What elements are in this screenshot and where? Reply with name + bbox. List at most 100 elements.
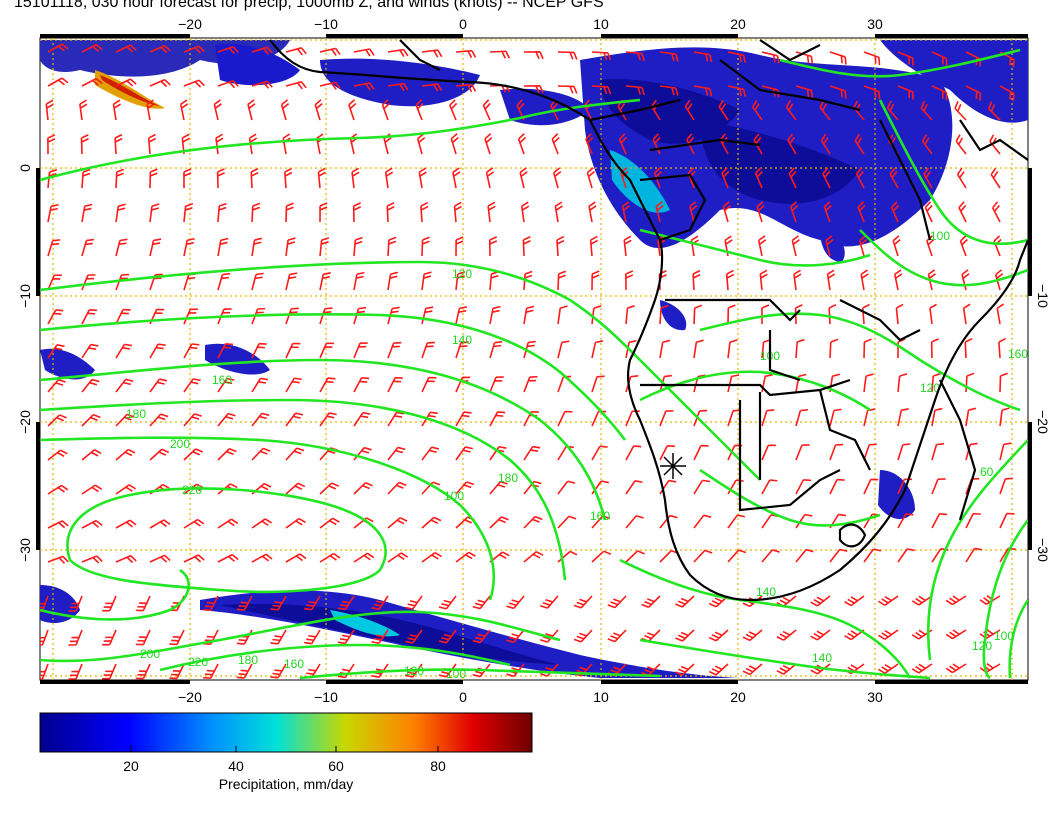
colorbar-tick-label: 40 bbox=[228, 758, 244, 774]
wind-barb bbox=[455, 341, 469, 359]
wind-barb bbox=[81, 413, 101, 427]
wind-barb bbox=[421, 376, 437, 393]
wind-barb bbox=[216, 168, 225, 189]
wind-barb bbox=[270, 663, 287, 679]
wind-barb bbox=[523, 445, 541, 461]
wind-barb bbox=[693, 479, 711, 495]
wind-barb bbox=[931, 442, 945, 461]
contour-label: 100 bbox=[444, 489, 464, 503]
lat-tick: −30 bbox=[1035, 538, 1051, 562]
wind-barb bbox=[979, 629, 1001, 639]
wind-barb bbox=[102, 595, 117, 612]
wind-barb bbox=[897, 513, 914, 529]
wind-barb bbox=[81, 449, 102, 461]
wind-barb bbox=[47, 449, 68, 461]
wind-barb bbox=[47, 203, 59, 223]
wind-barb bbox=[149, 168, 158, 189]
wind-barb bbox=[591, 550, 612, 563]
wind-barb bbox=[761, 444, 776, 461]
contour-label: 120 bbox=[972, 639, 992, 653]
wind-barb bbox=[489, 480, 508, 495]
wind-barb bbox=[47, 414, 67, 427]
wind-barb bbox=[489, 516, 509, 529]
wind-barb bbox=[314, 99, 323, 121]
wind-barb bbox=[387, 516, 408, 529]
wind-barb bbox=[147, 133, 157, 155]
wind-barb bbox=[47, 309, 64, 325]
wind-barb bbox=[319, 377, 336, 393]
wind-barb bbox=[999, 372, 1008, 393]
wind-barb bbox=[47, 379, 66, 393]
wind-barb bbox=[489, 340, 503, 359]
wind-barb bbox=[506, 595, 525, 610]
wind-barb bbox=[353, 48, 375, 57]
wind-barb bbox=[795, 444, 810, 461]
lat-tick: −10 bbox=[17, 284, 33, 308]
wind-barb bbox=[352, 202, 362, 223]
wind-barb bbox=[489, 50, 511, 59]
wind-barb bbox=[965, 372, 975, 393]
wind-barb bbox=[217, 237, 229, 257]
wind-barb bbox=[455, 551, 476, 563]
wind-barb bbox=[621, 201, 631, 223]
wind-barb bbox=[520, 201, 530, 223]
wind-barb bbox=[115, 203, 126, 223]
wind-barb bbox=[102, 663, 117, 680]
wind-barb bbox=[319, 482, 339, 495]
wind-barb bbox=[489, 411, 506, 427]
wind-barb bbox=[438, 629, 457, 644]
colorbar bbox=[39, 712, 533, 753]
wind-barb bbox=[183, 308, 198, 325]
wind-barb bbox=[810, 595, 831, 607]
wind-barb bbox=[251, 237, 263, 257]
wind-barb bbox=[727, 514, 746, 529]
wind-barb bbox=[618, 133, 627, 155]
wind-barb bbox=[489, 305, 501, 325]
contour-label: 120 bbox=[452, 267, 472, 281]
wind-barb bbox=[757, 235, 767, 257]
wind-barb bbox=[795, 479, 812, 495]
wind-barb bbox=[810, 629, 831, 641]
wind-barb bbox=[641, 595, 661, 609]
wind-barb bbox=[897, 408, 909, 427]
wind-barb bbox=[135, 595, 151, 612]
coastlines bbox=[269, 39, 1028, 602]
wind-barb bbox=[285, 412, 304, 427]
wind-barb bbox=[251, 342, 267, 359]
wind-barb bbox=[285, 47, 307, 56]
wind-barb bbox=[421, 236, 430, 257]
contour-label: 160 bbox=[1008, 347, 1028, 361]
wind-barb bbox=[878, 595, 899, 606]
wind-barb bbox=[991, 201, 1001, 223]
wind-barb bbox=[353, 552, 375, 563]
lon-tick: 0 bbox=[459, 16, 467, 32]
wind-barb bbox=[855, 167, 865, 189]
wind-barb bbox=[485, 167, 495, 189]
wind-barb bbox=[387, 271, 399, 291]
wind-barb bbox=[675, 629, 695, 642]
wind-barb bbox=[81, 555, 103, 564]
wind-barb bbox=[557, 410, 573, 427]
wind-barb bbox=[931, 407, 943, 427]
wind-barb bbox=[795, 408, 809, 427]
wind-barb bbox=[725, 269, 735, 291]
wind-barb bbox=[415, 99, 424, 121]
wind-barb bbox=[659, 85, 679, 96]
wind-barb bbox=[319, 552, 341, 563]
wind-barb bbox=[573, 663, 593, 677]
wind-barb bbox=[999, 407, 1010, 427]
colorbar-tick-label: 60 bbox=[328, 758, 344, 774]
wind-barb bbox=[319, 47, 341, 56]
wind-barb bbox=[285, 81, 307, 90]
wind-barb bbox=[421, 271, 432, 291]
wind-barb bbox=[965, 407, 977, 427]
wind-barb bbox=[47, 43, 69, 53]
colorbar-tick-label: 20 bbox=[123, 758, 139, 774]
wind-barb bbox=[625, 270, 634, 291]
wind-barb bbox=[149, 44, 171, 54]
wind-barb bbox=[68, 663, 83, 680]
wind-barb bbox=[911, 629, 933, 640]
wind-barb bbox=[484, 133, 493, 155]
wind-barb bbox=[387, 552, 409, 563]
wind-barb bbox=[337, 663, 355, 679]
